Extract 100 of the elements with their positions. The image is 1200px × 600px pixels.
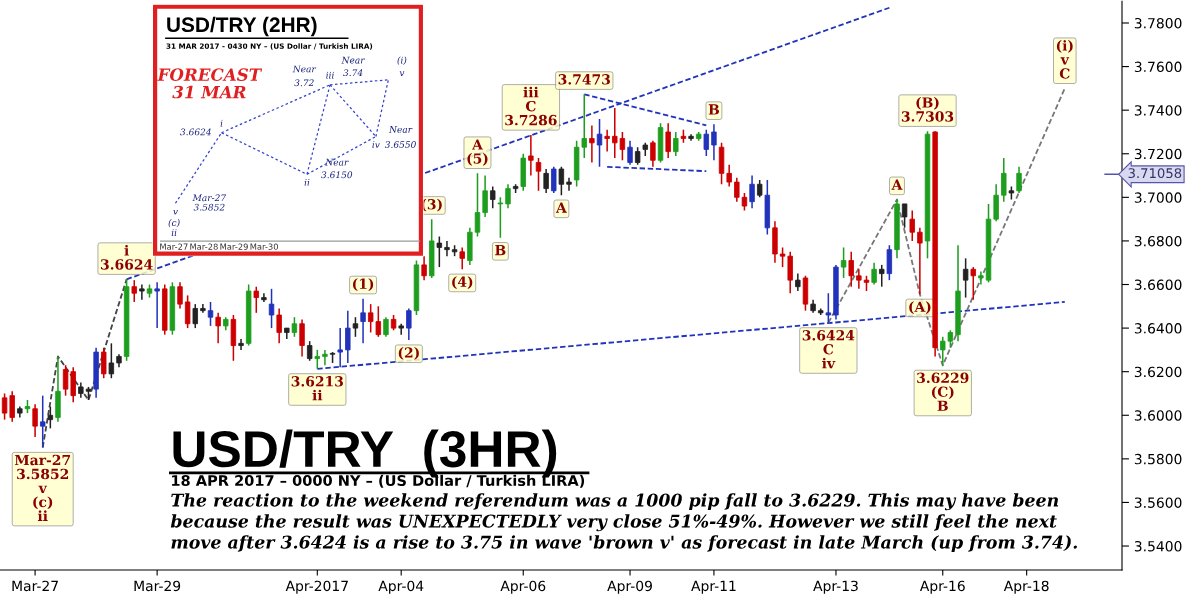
ref-line-label: 3.71058 — [1128, 168, 1182, 179]
candlestick — [306, 340, 313, 362]
annotation: iv — [372, 141, 380, 148]
candlestick — [848, 251, 854, 288]
candlestick — [47, 405, 54, 430]
annotation: iii — [326, 71, 334, 79]
x-tick-label: Mar-27 — [12, 580, 58, 592]
annotation: 3.6229 (C) B — [917, 372, 969, 411]
candlestick — [215, 312, 221, 345]
annotation: 3.6624 — [180, 128, 211, 136]
candlestick — [490, 185, 496, 209]
y-tick-label: 3.6000 — [1134, 410, 1182, 421]
annotation: 3.6213 ii — [291, 376, 343, 401]
candlestick — [32, 403, 38, 438]
annotation: 3.6424 C iv — [802, 330, 855, 369]
candlestick — [154, 281, 160, 329]
category-label: Mar-28 — [190, 243, 218, 250]
candlestick — [879, 264, 885, 288]
candlestick — [184, 294, 191, 329]
candlestick — [596, 118, 603, 168]
y-tick-label: 3.7200 — [1134, 148, 1182, 160]
candlestick — [383, 316, 389, 338]
annotation: The reaction to the weekend referendum was a 1000 pip fall to 3.6229. This may have been because the result was UNEXPECTEDLY very close 51%-49%. However we still feel the next move after 3.6424 is a rise to 3.75 in wave 'brown v' as forecast in late March (up from 3.74). — [170, 493, 1077, 553]
candlestick — [917, 227, 923, 296]
annotation: v — [173, 209, 178, 215]
x-tick-label: Apr-16 — [919, 580, 965, 594]
y-tick-label: 3.7800 — [1134, 17, 1182, 29]
annotation: i — [220, 119, 223, 127]
y-tick-label: 3.7400 — [1134, 105, 1182, 116]
candlestick — [962, 257, 969, 299]
annotation: Near — [341, 56, 365, 64]
annotation: Mar-27 3.5852 v (c) ii — [14, 454, 70, 521]
candlestick — [497, 196, 504, 239]
annotation: FORECAST 31 MAR — [157, 68, 263, 99]
candlestick — [551, 166, 557, 194]
candlestick — [444, 240, 450, 257]
candlestick — [589, 124, 595, 164]
annotation: 3.72 — [294, 79, 314, 87]
candlestick — [978, 270, 984, 286]
candlestick — [566, 176, 572, 192]
annotation: A — [891, 179, 903, 190]
candlestick — [558, 166, 565, 196]
candlestick — [101, 346, 107, 379]
candlestick — [207, 301, 214, 327]
x-tick-label: Apr-04 — [378, 580, 424, 594]
annotation: Near — [325, 158, 349, 166]
candlestick — [322, 349, 328, 366]
y-tick-label: 3.6600 — [1134, 279, 1182, 290]
annotation: ii — [171, 229, 177, 237]
candlestick — [726, 163, 732, 188]
candlestick — [360, 297, 366, 345]
x-tick-label: Apr-2017 — [285, 580, 348, 594]
text: USD/TRY (2HR) — [167, 16, 317, 37]
candlestick — [871, 261, 877, 286]
category-label: Mar-29 — [220, 243, 248, 250]
candlestick — [192, 303, 198, 329]
candlestick — [253, 285, 259, 314]
candlestick — [436, 235, 443, 268]
x-tick-label: Apr-18 — [1003, 580, 1049, 594]
candlestick — [909, 209, 915, 242]
candlestick — [1016, 166, 1022, 194]
candlestick — [40, 394, 46, 449]
y-tick-label: 3.5600 — [1134, 497, 1182, 508]
x-tick-label: Apr-06 — [500, 580, 546, 594]
candlestick — [261, 292, 267, 303]
annotation: Near — [388, 126, 413, 133]
annotation: Mar-27 3.5852 — [192, 194, 227, 211]
candlestick — [505, 183, 511, 209]
y-tick-label: 3.6800 — [1134, 235, 1182, 247]
annotation: v — [399, 71, 405, 76]
candlestick — [474, 172, 481, 238]
candlestick — [177, 281, 183, 310]
candlestick — [268, 288, 275, 329]
x-tick-label: Apr-13 — [813, 580, 858, 594]
y-tick-label: 3.5800 — [1134, 453, 1182, 465]
annotation: B — [495, 245, 506, 256]
y-tick-label: 3.5400 — [1134, 541, 1182, 552]
candlestick — [528, 134, 534, 177]
candlestick — [673, 131, 679, 157]
annotation: Near — [292, 65, 317, 73]
y-tick-label: 3.6400 — [1134, 323, 1182, 334]
x-tick-label: Apr-09 — [607, 580, 652, 594]
candlestick — [314, 349, 321, 370]
annotation: 3.74 — [343, 69, 363, 77]
y-tick-label: 3.7600 — [1134, 61, 1182, 73]
candlestick — [856, 268, 862, 290]
candlestick — [543, 168, 549, 194]
candlestick — [108, 342, 115, 379]
candlestick — [131, 279, 137, 303]
candlestick — [703, 129, 710, 157]
annotation: 3.7473 — [558, 74, 610, 85]
candlestick — [299, 318, 305, 358]
candlestick — [421, 255, 427, 281]
candlestick — [627, 139, 633, 166]
annotation: (i) — [397, 56, 407, 65]
annotation: (2) — [398, 347, 419, 360]
annotation: iii C 3.7286 — [505, 86, 557, 126]
y-tick-label: 3.6200 — [1134, 366, 1182, 378]
candlestick — [970, 266, 976, 301]
candlestick — [482, 174, 488, 218]
